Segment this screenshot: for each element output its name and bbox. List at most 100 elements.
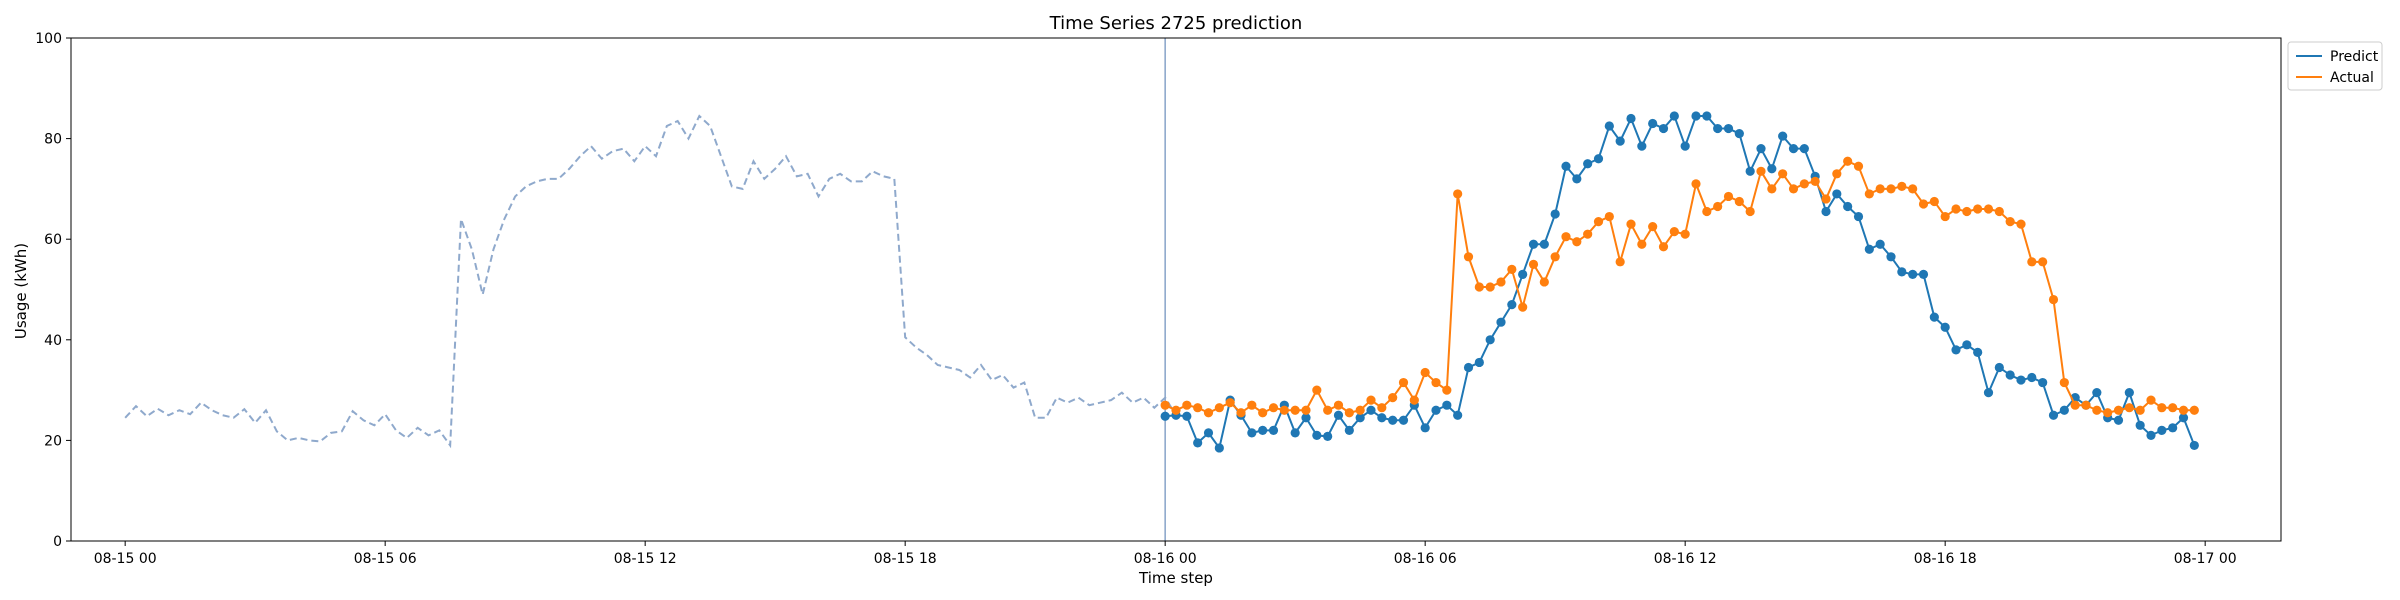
actual-point bbox=[1366, 395, 1376, 405]
actual-point bbox=[1973, 204, 1983, 214]
actual-point bbox=[1225, 398, 1235, 408]
legend-label-actual: Actual bbox=[2330, 70, 2374, 86]
actual-point bbox=[2135, 405, 2145, 415]
actual-point bbox=[1918, 199, 1929, 209]
predict-point bbox=[2146, 430, 2156, 440]
actual-point bbox=[1323, 405, 1333, 415]
actual-point bbox=[1626, 219, 1636, 229]
predict-point bbox=[1918, 269, 1929, 280]
x-tick-label: 08-15 00 bbox=[94, 551, 157, 567]
predict-point bbox=[1550, 209, 1560, 219]
actual-point bbox=[1853, 161, 1864, 171]
predict-point bbox=[1745, 166, 1755, 176]
actual-point bbox=[2038, 257, 2048, 267]
actual-point bbox=[1453, 189, 1463, 199]
predict-point bbox=[1463, 362, 1474, 373]
actual-point bbox=[1539, 277, 1549, 287]
legend-label-predict: Predict bbox=[2330, 49, 2379, 65]
predict-point bbox=[1788, 144, 1799, 154]
predict-point bbox=[1832, 189, 1842, 199]
actual-point bbox=[1713, 201, 1723, 212]
predict-point bbox=[1680, 141, 1690, 151]
y-tick-label: 100 bbox=[35, 31, 62, 47]
predict-point bbox=[1268, 425, 1279, 435]
y-tick-label: 60 bbox=[44, 232, 62, 248]
actual-point bbox=[1756, 166, 1766, 176]
actual-point bbox=[1507, 264, 1517, 274]
actual-point bbox=[1301, 405, 1311, 415]
actual-point bbox=[1745, 206, 1755, 217]
actual-point bbox=[1485, 282, 1495, 292]
actual-point bbox=[1388, 393, 1398, 403]
actual-point bbox=[1843, 156, 1853, 166]
predict-point bbox=[1886, 252, 1896, 262]
actual-point bbox=[1788, 184, 1799, 194]
predict-point bbox=[2178, 413, 2189, 423]
predict-point bbox=[2016, 375, 2026, 385]
predict-point bbox=[1691, 111, 1701, 121]
predict-point bbox=[1973, 347, 1983, 357]
actual-point bbox=[2081, 400, 2091, 410]
predict-point bbox=[1398, 415, 1409, 425]
actual-point bbox=[1431, 377, 1441, 388]
predict-point bbox=[1593, 154, 1604, 164]
actual-point bbox=[1929, 196, 1939, 207]
actual-point bbox=[2048, 294, 2059, 305]
predict-point bbox=[1485, 335, 1495, 345]
predict-point bbox=[1983, 388, 1994, 398]
predict-point bbox=[1821, 206, 1831, 217]
x-tick-label: 08-16 06 bbox=[1394, 551, 1457, 567]
predict-point bbox=[1962, 340, 1972, 350]
predict-point bbox=[1604, 121, 1614, 131]
predict-point bbox=[2189, 440, 2199, 451]
predict-point bbox=[2005, 370, 2015, 380]
predict-point bbox=[1951, 345, 1961, 355]
plot-area bbox=[124, 38, 2199, 541]
predict-point bbox=[1453, 410, 1463, 420]
actual-point bbox=[1182, 400, 1192, 410]
actual-point bbox=[2146, 395, 2156, 405]
actual-point bbox=[2113, 405, 2124, 415]
predict-point bbox=[1377, 413, 1387, 423]
actual-point bbox=[1355, 405, 1365, 415]
predict-point bbox=[1312, 430, 1322, 440]
actual-point bbox=[1496, 277, 1506, 287]
predict-point bbox=[1929, 312, 1939, 322]
predict-point bbox=[1626, 113, 1636, 124]
predict-point bbox=[1561, 161, 1571, 171]
actual-point bbox=[2005, 216, 2015, 227]
x-tick-label: 08-16 12 bbox=[1654, 551, 1717, 567]
predict-point bbox=[1496, 317, 1506, 327]
actual-point bbox=[1193, 403, 1203, 413]
predict-point bbox=[1583, 159, 1593, 169]
history-series-line bbox=[124, 114, 1177, 449]
actual-point bbox=[2092, 405, 2102, 415]
actual-point bbox=[1940, 211, 1950, 222]
actual-point bbox=[1680, 229, 1690, 239]
predict-point bbox=[1799, 144, 1809, 154]
legend: Predict Actual bbox=[2287, 41, 2383, 91]
predict-point bbox=[1355, 413, 1365, 423]
actual-point bbox=[1518, 302, 1528, 312]
predict-point bbox=[1344, 425, 1354, 435]
predict-point bbox=[1182, 411, 1192, 421]
predict-point bbox=[1940, 322, 1950, 332]
actual-point bbox=[2103, 408, 2113, 418]
actual-point bbox=[1593, 216, 1604, 227]
predict-point bbox=[1420, 423, 1430, 433]
actual-point bbox=[1398, 377, 1409, 388]
predict-point bbox=[1994, 362, 2004, 373]
predict-point bbox=[2027, 372, 2037, 383]
actual-point bbox=[1669, 227, 1679, 237]
y-tick-label: 40 bbox=[44, 333, 62, 349]
predict-point bbox=[1734, 128, 1744, 139]
predict-point bbox=[1723, 123, 1734, 134]
actual-point bbox=[1279, 405, 1289, 415]
actual-point bbox=[1983, 204, 1994, 214]
predict-point bbox=[1290, 428, 1300, 438]
actual-point bbox=[1528, 259, 1539, 269]
actual-series-line bbox=[1164, 160, 2195, 415]
axes-frame bbox=[70, 37, 2282, 542]
actual-point bbox=[2016, 219, 2026, 229]
